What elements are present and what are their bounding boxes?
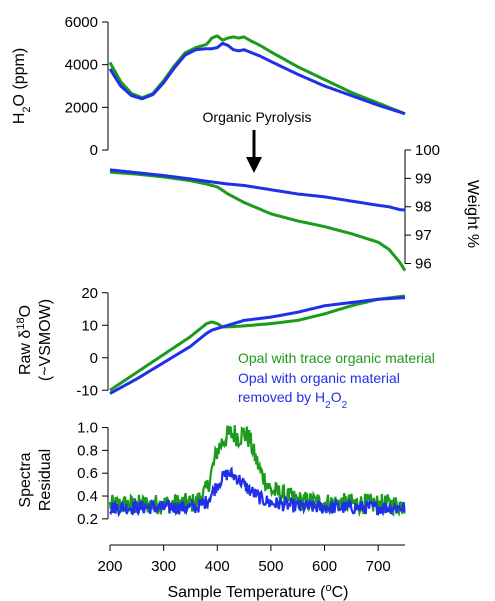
residual-ytick-label: 1.0 bbox=[77, 420, 98, 437]
residual-ytick-label: 0.8 bbox=[77, 442, 98, 459]
weight-ytick-label: 100 bbox=[415, 142, 440, 159]
legend-trace-organic: Opal with trace organic material bbox=[238, 350, 435, 366]
legend-removed-organic-line1: Opal with organic material bbox=[238, 370, 400, 386]
delta18O-ytick-label: -10 bbox=[76, 382, 98, 399]
x-tick-label: 700 bbox=[366, 558, 391, 575]
water-series-green bbox=[108, 34, 406, 116]
weight-ytick-label: 99 bbox=[415, 170, 432, 187]
pyrolysis-arrowhead bbox=[246, 157, 262, 173]
weight-ylabel: Weight % bbox=[464, 180, 481, 248]
weight-series-blue bbox=[109, 168, 406, 212]
residual-ytick-label: 0.4 bbox=[77, 488, 98, 505]
x-tick-label: 600 bbox=[312, 558, 337, 575]
x-axis-label: Sample Temperature (oC) bbox=[167, 582, 348, 601]
pyrolysis-annotation: Organic Pyrolysis bbox=[203, 109, 312, 125]
water-ylabel: H2O (ppm) bbox=[11, 48, 33, 124]
residual-ytick-label: 0.2 bbox=[77, 511, 98, 528]
x-tick-label: 400 bbox=[205, 558, 230, 575]
delta18o-ylabel-line2: (~VSMOW) bbox=[37, 299, 54, 381]
residual-ytick-label: 0.6 bbox=[77, 465, 98, 482]
weight-ytick-label: 96 bbox=[415, 255, 432, 272]
x-tick-label: 200 bbox=[97, 558, 122, 575]
delta18O-ytick-label: 0 bbox=[90, 350, 98, 367]
legend-removed-organic-line2: removed by H2O2 bbox=[238, 389, 348, 411]
weight-ytick-label: 98 bbox=[415, 199, 432, 216]
water-series-blue bbox=[108, 41, 406, 116]
x-tick-label: 300 bbox=[151, 558, 176, 575]
water-ytick-label: 0 bbox=[90, 142, 98, 159]
delta18O-ytick-label: 20 bbox=[81, 285, 98, 302]
chart-panels: 0 2000 4000 6000 96 97 98 99 100 -10 0 10 20 0.2 0.4 0.… bbox=[65, 14, 440, 575]
water-ytick-label: 2000 bbox=[65, 99, 98, 116]
x-tick-label: 500 bbox=[258, 558, 283, 575]
delta18O-series-blue bbox=[109, 296, 406, 395]
residual-ylabel-line1: Spectra bbox=[17, 452, 34, 507]
residual-ylabel-line2: Residual bbox=[37, 449, 54, 511]
delta18o-ylabel-line1: Raw δ18O bbox=[15, 305, 34, 375]
weight-ytick-label: 97 bbox=[415, 227, 432, 244]
delta18O-series-green bbox=[109, 294, 406, 392]
residual-series-blue bbox=[109, 465, 406, 518]
water-ytick-label: 6000 bbox=[65, 14, 98, 31]
delta18O-ytick-label: 10 bbox=[81, 317, 98, 334]
water-ytick-label: 4000 bbox=[65, 57, 98, 74]
